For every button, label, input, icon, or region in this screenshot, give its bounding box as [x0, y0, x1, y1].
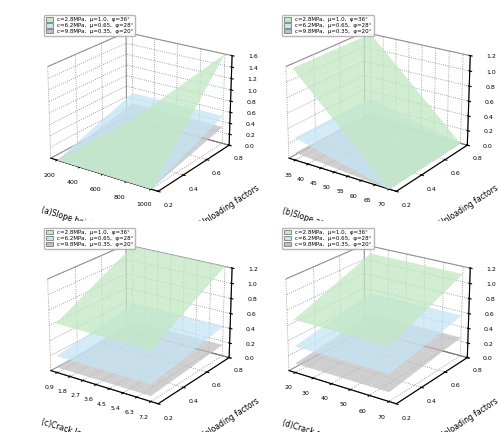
X-axis label: (b)Slope angle / °: (b)Slope angle / °	[281, 206, 347, 235]
X-axis label: (c)Crack length / m: (c)Crack length / m	[40, 418, 113, 432]
Y-axis label: Unloading factors: Unloading factors	[438, 184, 500, 229]
Legend: c=2.8MPa,  μ=1.0,  φ=36°, c=6.2MPa,  μ=0.65,  φ=28°, c=9.8MPa,  μ=0.35,  φ=20°: c=2.8MPa, μ=1.0, φ=36°, c=6.2MPa, μ=0.65…	[282, 16, 374, 36]
X-axis label: (d)Crack angle / °: (d)Crack angle / °	[280, 419, 348, 432]
X-axis label: (a)Slope height / m: (a)Slope height / m	[40, 206, 113, 236]
Y-axis label: Unloading factors: Unloading factors	[200, 396, 262, 432]
Legend: c=2.8MPa,  μ=1.0,  φ=36°, c=6.2MPa,  μ=0.65,  φ=28°, c=9.8MPa,  μ=0.35,  φ=20°: c=2.8MPa, μ=1.0, φ=36°, c=6.2MPa, μ=0.65…	[44, 16, 136, 36]
Legend: c=2.8MPa,  μ=1.0,  φ=36°, c=6.2MPa,  μ=0.65,  φ=28°, c=9.8MPa,  μ=0.35,  φ=20°: c=2.8MPa, μ=1.0, φ=36°, c=6.2MPa, μ=0.65…	[44, 228, 136, 248]
Y-axis label: Unloading factors: Unloading factors	[438, 396, 500, 432]
Legend: c=2.8MPa,  μ=1.0,  φ=36°, c=6.2MPa,  μ=0.65,  φ=28°, c=9.8MPa,  μ=0.35,  φ=20°: c=2.8MPa, μ=1.0, φ=36°, c=6.2MPa, μ=0.65…	[282, 228, 374, 248]
Y-axis label: Unloading factors: Unloading factors	[200, 184, 262, 229]
